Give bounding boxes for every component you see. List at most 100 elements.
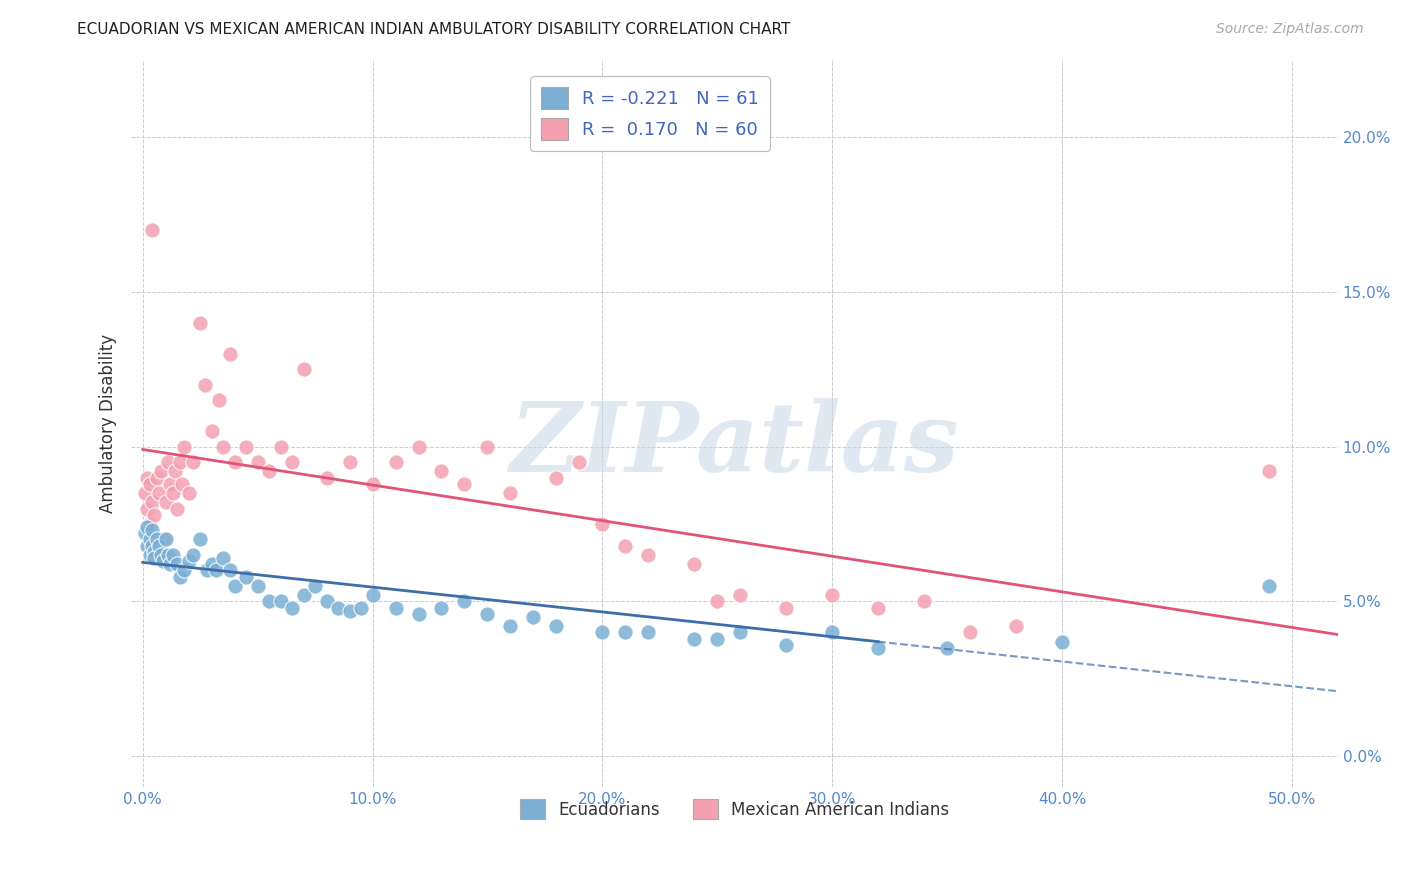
Point [169, 569, 191, 583]
Point [152, 533, 174, 547]
Legend: Ecuadorians, Mexican American Indians: Ecuadorians, Mexican American Indians [513, 792, 956, 826]
Point [453, 594, 475, 608]
Point [361, 476, 384, 491]
Point [868, 600, 890, 615]
Point [1005, 619, 1028, 633]
Point [1257, 464, 1279, 478]
Text: ECUADORIAN VS MEXICAN AMERICAN INDIAN AMBULATORY DISABILITY CORRELATION CHART: ECUADORIAN VS MEXICAN AMERICAN INDIAN AM… [77, 22, 790, 37]
Point [499, 619, 522, 633]
Point [134, 486, 156, 500]
Point [270, 440, 292, 454]
Point [614, 625, 637, 640]
Point [150, 548, 173, 562]
Point [181, 455, 204, 469]
Point [212, 551, 235, 566]
Point [706, 632, 728, 646]
Point [148, 486, 170, 500]
Point [143, 551, 166, 566]
Point [775, 638, 797, 652]
Point [219, 347, 242, 361]
Point [868, 640, 890, 655]
Point [477, 607, 499, 621]
Point [145, 470, 167, 484]
Point [350, 600, 373, 615]
Text: Source: ZipAtlas.com: Source: ZipAtlas.com [1216, 22, 1364, 37]
Point [136, 470, 159, 484]
Point [257, 594, 280, 608]
Point [683, 558, 706, 572]
Point [145, 533, 167, 547]
Point [138, 476, 160, 491]
Point [181, 548, 204, 562]
Point [546, 619, 568, 633]
Point [136, 539, 159, 553]
Text: ZIPatlas: ZIPatlas [510, 398, 959, 492]
Point [138, 548, 160, 562]
Point [281, 600, 304, 615]
Point [775, 600, 797, 615]
Point [384, 455, 406, 469]
Point [821, 588, 844, 602]
Point [936, 640, 959, 655]
Point [292, 588, 315, 602]
Point [159, 558, 181, 572]
Point [163, 464, 186, 478]
Point [821, 625, 844, 640]
Point [224, 579, 246, 593]
Point [235, 440, 257, 454]
Point [141, 539, 163, 553]
Point [408, 440, 430, 454]
Point [136, 520, 159, 534]
Point [150, 464, 173, 478]
Point [304, 579, 326, 593]
Point [138, 533, 160, 547]
Point [143, 545, 166, 559]
Point [157, 455, 180, 469]
Point [591, 516, 613, 531]
Point [453, 476, 475, 491]
Point [315, 594, 337, 608]
Point [637, 625, 659, 640]
Point [326, 600, 349, 615]
Point [170, 476, 193, 491]
Point [292, 362, 315, 376]
Point [173, 564, 195, 578]
Point [162, 548, 184, 562]
Point [159, 476, 181, 491]
Point [177, 554, 200, 568]
Point [235, 569, 257, 583]
Point [155, 533, 177, 547]
Point [205, 564, 228, 578]
Point [728, 625, 751, 640]
Point [591, 625, 613, 640]
Point [430, 600, 453, 615]
Point [143, 508, 166, 522]
Point [201, 424, 224, 438]
Point [166, 558, 188, 572]
Point [257, 464, 280, 478]
Point [384, 600, 406, 615]
Point [315, 470, 337, 484]
Point [728, 588, 751, 602]
Point [1257, 579, 1279, 593]
Point [136, 501, 159, 516]
Point [477, 440, 499, 454]
Point [188, 316, 211, 330]
Point [195, 564, 218, 578]
Point [141, 523, 163, 537]
Point [361, 588, 384, 602]
Point [177, 486, 200, 500]
Point [155, 495, 177, 509]
Point [141, 223, 163, 237]
Point [246, 455, 269, 469]
Point [157, 548, 180, 562]
Point [408, 607, 430, 621]
Point [166, 501, 188, 516]
Point [430, 464, 453, 478]
Point [959, 625, 981, 640]
Point [683, 632, 706, 646]
Point [188, 533, 211, 547]
Y-axis label: Ambulatory Disability: Ambulatory Disability [100, 334, 117, 513]
Point [152, 554, 174, 568]
Point [134, 526, 156, 541]
